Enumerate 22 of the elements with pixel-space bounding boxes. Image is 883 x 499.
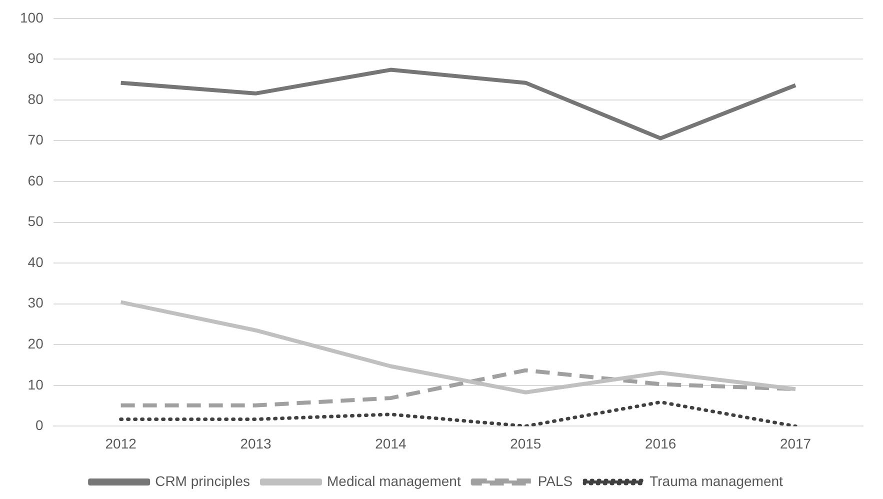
legend-label: PALS [538, 472, 573, 489]
y-tick-label: 30 [28, 294, 44, 311]
y-tick-label: 70 [28, 132, 44, 148]
x-tick-label: 2016 [645, 435, 676, 452]
x-tick-label: 2014 [375, 435, 406, 452]
x-tick-label: 2015 [510, 435, 542, 452]
y-tick-label: 100 [20, 9, 44, 26]
y-tick-label: 50 [28, 213, 44, 230]
legend-label: Trauma management [650, 472, 784, 489]
line-series [119, 400, 798, 426]
x-tick-label: 2012 [105, 435, 137, 452]
y-tick-label: 0 [36, 417, 44, 434]
y-tick-label: 80 [28, 90, 44, 107]
y-tick-label: 10 [28, 376, 44, 392]
x-tick-label: 2017 [780, 435, 812, 452]
x-tick-label: 2013 [240, 435, 272, 452]
legend-label: CRM principles [155, 472, 250, 489]
y-tick-label: 90 [28, 50, 44, 66]
y-tick-label: 20 [28, 336, 44, 352]
legend-label: Medical management [326, 472, 461, 489]
y-tick-label: 40 [28, 254, 44, 270]
y-tick-label: 60 [28, 172, 44, 188]
